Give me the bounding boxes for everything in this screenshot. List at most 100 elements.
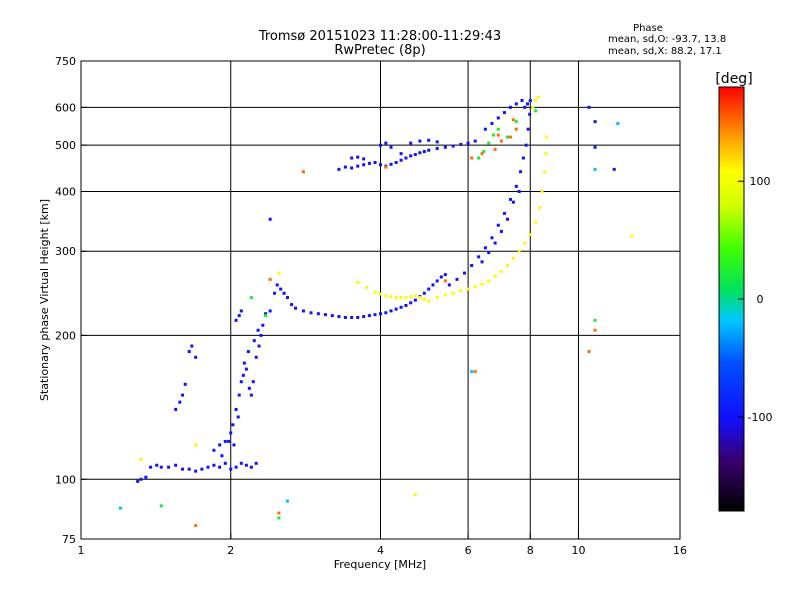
phase-box-line-o: mean, sd,O: -93.7, 13.8 bbox=[608, 34, 726, 45]
data-point bbox=[470, 370, 474, 374]
data-point bbox=[277, 271, 281, 275]
data-point bbox=[616, 122, 620, 126]
data-point bbox=[536, 95, 540, 99]
data-point bbox=[373, 290, 377, 294]
data-point bbox=[218, 443, 222, 447]
data-point bbox=[232, 443, 236, 447]
data-point bbox=[227, 439, 231, 443]
data-point bbox=[505, 135, 509, 139]
data-point bbox=[499, 139, 503, 143]
data-point bbox=[294, 306, 298, 310]
y-tick-label: 200 bbox=[55, 329, 76, 342]
data-point bbox=[379, 292, 382, 296]
data-point bbox=[343, 315, 347, 319]
data-point bbox=[394, 296, 398, 300]
data-point bbox=[514, 184, 518, 188]
data-point bbox=[399, 158, 403, 162]
data-point bbox=[493, 241, 497, 245]
data-point bbox=[544, 135, 548, 139]
data-point bbox=[139, 457, 143, 461]
data-point bbox=[409, 301, 413, 305]
data-point bbox=[206, 465, 210, 469]
data-point bbox=[356, 315, 360, 319]
data-point bbox=[220, 454, 224, 458]
data-point bbox=[362, 163, 366, 167]
data-point bbox=[404, 296, 408, 300]
data-point bbox=[483, 246, 487, 250]
data-point bbox=[508, 105, 512, 109]
data-point bbox=[234, 318, 238, 322]
data-point bbox=[178, 400, 182, 404]
x-tick-label: 16 bbox=[673, 544, 687, 557]
data-point bbox=[285, 296, 289, 300]
data-point bbox=[190, 344, 194, 348]
data-point bbox=[251, 380, 255, 384]
data-point bbox=[487, 251, 491, 255]
data-point bbox=[194, 355, 198, 359]
data-point bbox=[384, 165, 388, 169]
data-point bbox=[483, 127, 487, 131]
data-point bbox=[514, 120, 518, 124]
data-point bbox=[526, 127, 530, 131]
data-point bbox=[223, 461, 227, 465]
data-point bbox=[540, 189, 544, 193]
data-point bbox=[418, 296, 422, 300]
data-point bbox=[511, 200, 515, 204]
data-point bbox=[167, 465, 171, 469]
data-point bbox=[330, 314, 334, 318]
data-point bbox=[241, 373, 245, 377]
data-point bbox=[409, 141, 413, 145]
data-point bbox=[514, 127, 518, 131]
data-point bbox=[136, 479, 140, 483]
data-point bbox=[279, 287, 283, 291]
data-point bbox=[404, 156, 408, 160]
data-point bbox=[508, 197, 512, 201]
data-point bbox=[257, 344, 261, 348]
data-point bbox=[480, 260, 484, 264]
data-point bbox=[593, 167, 597, 171]
data-point bbox=[144, 475, 148, 479]
data-point bbox=[362, 157, 366, 161]
data-point bbox=[587, 105, 591, 109]
data-point bbox=[367, 314, 371, 318]
data-point bbox=[435, 296, 439, 300]
data-point bbox=[443, 273, 447, 277]
data-point bbox=[350, 156, 354, 160]
data-point bbox=[200, 467, 204, 471]
data-point bbox=[264, 314, 268, 318]
data-point bbox=[443, 293, 447, 297]
data-point bbox=[593, 145, 597, 149]
data-point bbox=[181, 467, 185, 471]
data-point bbox=[511, 118, 515, 122]
data-point bbox=[443, 145, 447, 149]
data-point bbox=[247, 386, 251, 390]
data-point bbox=[514, 102, 518, 106]
data-point bbox=[159, 504, 163, 508]
data-point bbox=[490, 122, 494, 126]
data-point bbox=[418, 151, 422, 155]
data-point bbox=[447, 283, 451, 287]
data-point bbox=[422, 291, 426, 295]
data-point bbox=[379, 163, 382, 167]
colorbar-tick-label: 0 bbox=[757, 293, 764, 306]
data-point bbox=[523, 105, 527, 109]
data-point bbox=[356, 155, 360, 159]
data-point bbox=[273, 291, 277, 295]
data-point bbox=[399, 152, 403, 156]
data-point bbox=[505, 264, 509, 268]
data-point bbox=[301, 170, 305, 174]
data-point bbox=[435, 140, 439, 144]
data-point bbox=[159, 465, 163, 469]
y-axis-ticks: 75 100 200 300 400 500 600 750 bbox=[55, 55, 87, 546]
phase-box-line-x: mean, sd,X: 88.2, 17.1 bbox=[608, 46, 722, 57]
data-point bbox=[337, 167, 341, 171]
data-point bbox=[212, 463, 216, 467]
data-point bbox=[459, 142, 463, 146]
data-point bbox=[268, 309, 272, 313]
data-point bbox=[343, 165, 347, 169]
data-point bbox=[246, 350, 250, 354]
data-point bbox=[254, 461, 258, 465]
data-point bbox=[277, 511, 281, 515]
data-point bbox=[482, 149, 486, 153]
